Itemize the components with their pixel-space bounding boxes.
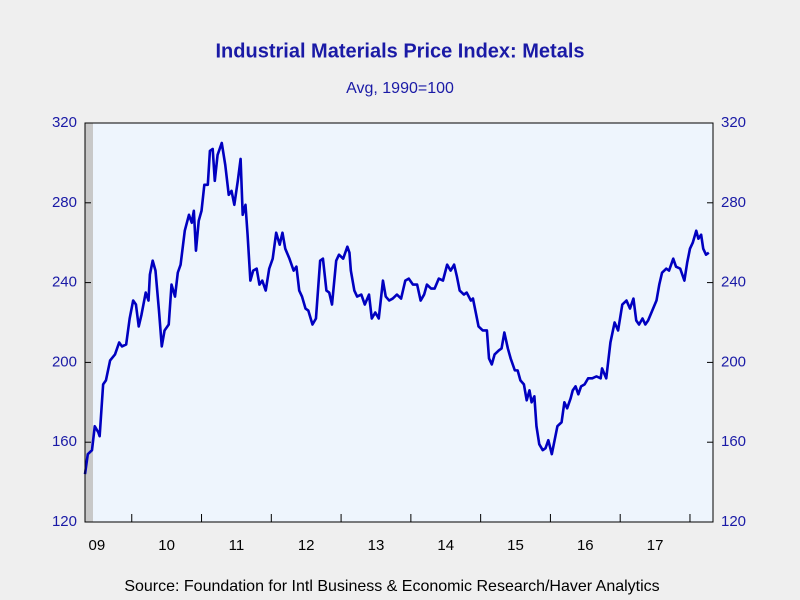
y2-tick-label: 320 <box>721 114 746 131</box>
x-tick-label: 09 <box>89 537 106 554</box>
y-tick-label: 280 <box>52 194 77 211</box>
y-tick-label: 120 <box>52 513 77 530</box>
plot <box>83 141 710 475</box>
y-tick-label: 200 <box>52 353 77 370</box>
x-tick-label: 16 <box>577 537 594 554</box>
plot-area <box>85 123 713 522</box>
source-note: Source: Foundation for Intl Business & E… <box>124 578 659 595</box>
y2-tick-label: 200 <box>721 353 746 370</box>
x-tick-label: 12 <box>298 537 315 554</box>
recession-shade <box>85 123 93 522</box>
y-tick-label: 160 <box>52 433 77 450</box>
x-tick-label: 10 <box>158 537 175 554</box>
chart-subtitle: Avg, 1990=100 <box>346 80 454 97</box>
y2-tick-label: 160 <box>721 433 746 450</box>
x-tick-label: 17 <box>647 537 664 554</box>
y-tick-label: 320 <box>52 114 77 131</box>
y2-tick-label: 120 <box>721 513 746 530</box>
y2-tick-label: 280 <box>721 194 746 211</box>
x-tick-label: 15 <box>507 537 524 554</box>
x-tick-label: 13 <box>368 537 385 554</box>
chart-title: Industrial Materials Price Index: Metals <box>215 40 584 62</box>
y-tick-label: 240 <box>52 274 77 291</box>
data-line <box>83 141 710 475</box>
plot-border <box>84 122 714 523</box>
x-tick-label: 14 <box>437 537 454 554</box>
x-tick-label: 11 <box>229 537 245 554</box>
y2-tick-label: 240 <box>721 274 746 291</box>
